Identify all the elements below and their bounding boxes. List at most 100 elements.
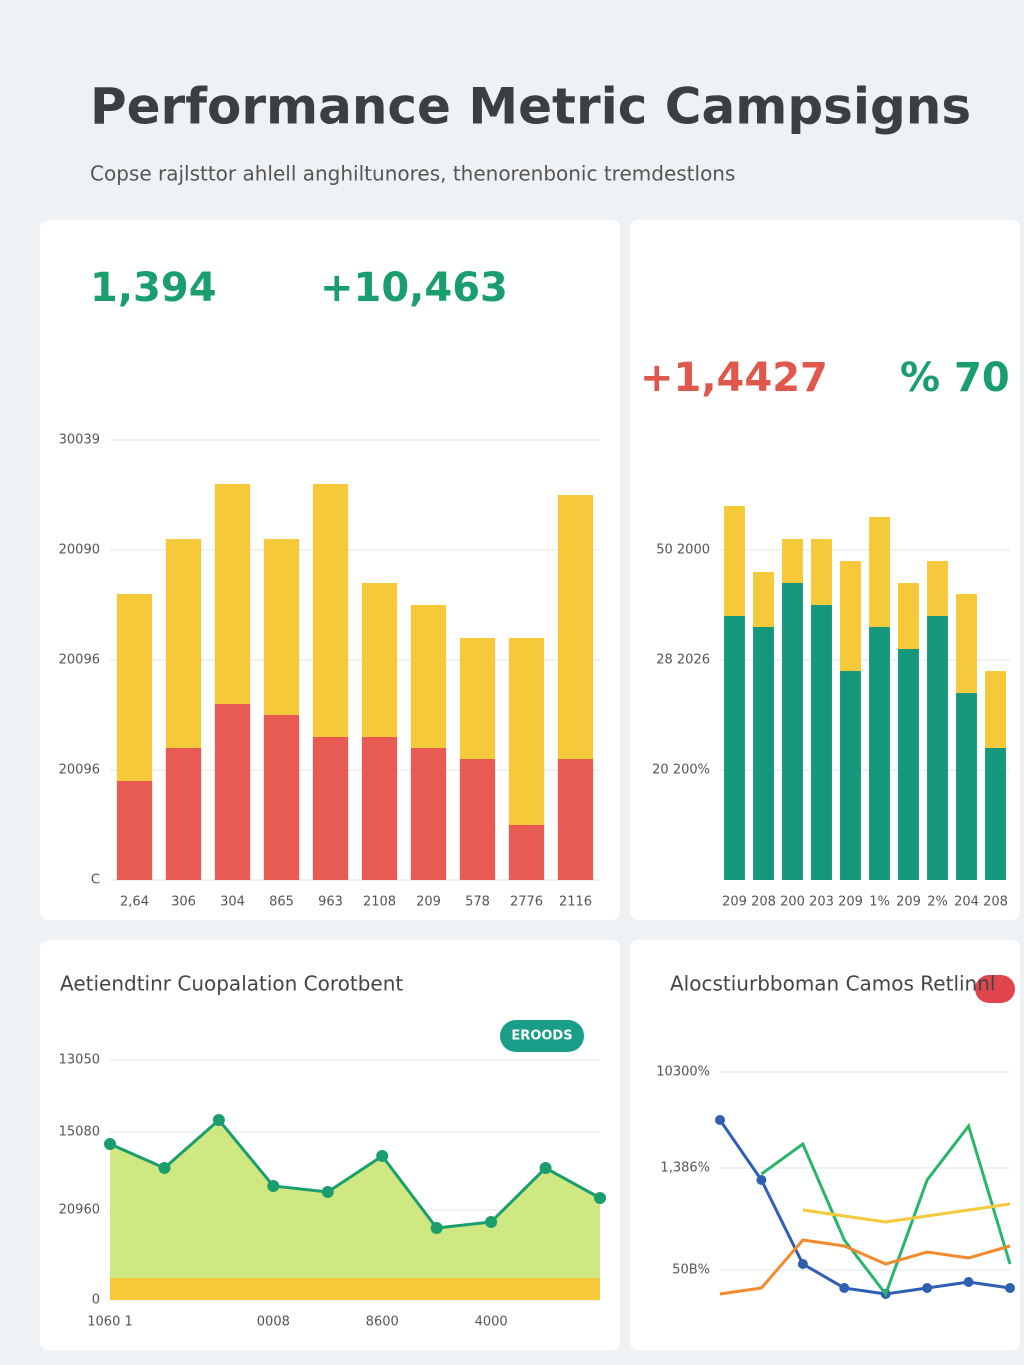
bar-segment <box>840 561 861 671</box>
y-tick-label: 20 200% <box>652 763 710 778</box>
y-tick-label: 1,386% <box>660 1161 710 1176</box>
point <box>321 1186 334 1198</box>
kpi-value: 1,394 <box>90 265 217 311</box>
y-tick-label: 20096 <box>59 653 100 668</box>
bar-segment <box>263 715 300 880</box>
x-tick-label: 2,64 <box>120 895 149 910</box>
page-title: Performance Metric Campsigns <box>90 78 971 136</box>
bar-segment <box>724 506 745 616</box>
y-tick-label: 20090 <box>59 543 100 558</box>
chart-title: Alocstiurbboman Camos Retlinnl <box>670 972 995 996</box>
x-tick-label: 865 <box>269 895 294 910</box>
y-tick-label: 50 2000 <box>656 543 710 558</box>
x-tick-label: 209 <box>838 895 863 910</box>
page-subtitle: Copse rajlsttor ahlell anghiltunores, th… <box>90 162 735 186</box>
kpi-value: % 70 <box>900 355 1010 401</box>
x-tick-label: 208 <box>983 895 1008 910</box>
x-tick-label: 2776 <box>510 895 543 910</box>
point <box>376 1150 389 1162</box>
point <box>430 1222 443 1234</box>
bar-segment <box>898 649 919 880</box>
point <box>963 1277 974 1287</box>
point <box>922 1283 933 1293</box>
line <box>718 1119 1011 1296</box>
x-tick-label: 1% <box>869 895 890 910</box>
bar-segment <box>956 594 977 693</box>
area-band <box>110 1278 600 1300</box>
y-tick-label: 13050 <box>59 1053 100 1068</box>
panel <box>630 940 1020 1350</box>
bar-segment <box>753 572 774 627</box>
y-tick-label: 10300% <box>656 1065 710 1080</box>
x-tick-label: 209 <box>896 895 921 910</box>
bar-segment <box>927 616 948 880</box>
x-tick-label: 2108 <box>363 895 396 910</box>
bar-segment <box>811 605 832 880</box>
kpi-value: +1,4427 <box>640 355 828 401</box>
bar-segment <box>410 748 447 880</box>
x-tick-label: 2116 <box>559 895 592 910</box>
y-tick-label: 20096 <box>59 763 100 778</box>
bar-segment <box>116 781 153 880</box>
x-tick-label: 209 <box>416 895 441 910</box>
y-tick-label: C <box>91 873 100 888</box>
point <box>104 1138 116 1150</box>
x-tick-label: 304 <box>220 895 245 910</box>
y-tick-label: 28 2026 <box>656 653 710 668</box>
x-tick-label: 8600 <box>366 1315 399 1330</box>
line <box>719 1238 1011 1296</box>
point <box>839 1283 850 1293</box>
bar-segment <box>214 484 251 704</box>
bar-segment <box>410 605 447 748</box>
bar-segment <box>508 825 545 880</box>
x-tick-label: 208 <box>751 895 776 910</box>
x-tick-label: 1060 1 <box>87 1315 133 1330</box>
badge <box>500 1020 584 1052</box>
point <box>756 1175 767 1185</box>
bar-segment <box>782 583 803 880</box>
bar-segment <box>508 638 545 825</box>
bar-segment <box>557 759 594 880</box>
x-tick-label: 4000 <box>475 1315 508 1330</box>
y-tick-label: 50B% <box>672 1263 710 1278</box>
bar-segment <box>459 759 496 880</box>
bar-segment <box>214 704 251 880</box>
point <box>485 1216 498 1228</box>
bar-segment <box>361 583 398 737</box>
bar-segment <box>361 737 398 880</box>
bar-segment <box>840 671 861 880</box>
y-tick-label: 30039 <box>59 433 100 448</box>
bar-segment <box>753 627 774 880</box>
chart-title: Aetiendtinr Cuopalation Corotbent <box>60 972 403 996</box>
point <box>158 1162 171 1174</box>
point <box>1005 1283 1015 1293</box>
point <box>539 1162 552 1174</box>
x-tick-label: 2% <box>927 895 948 910</box>
x-tick-label: 204 <box>954 895 979 910</box>
point <box>715 1115 725 1125</box>
y-tick-label: 20960 <box>59 1203 100 1218</box>
bar-segment <box>312 737 349 880</box>
badge-label: EROODS <box>511 1029 572 1044</box>
point <box>212 1114 225 1126</box>
bar-segment <box>985 748 1006 880</box>
bar-segment <box>898 583 919 649</box>
bar-segment <box>724 616 745 880</box>
bar-segment <box>927 561 948 616</box>
bar-segment <box>165 539 202 748</box>
bar-segment <box>165 748 202 880</box>
x-tick-label: 306 <box>171 895 196 910</box>
badge <box>975 975 1015 1003</box>
x-tick-label: 0008 <box>257 1315 290 1330</box>
x-tick-label: 209 <box>722 895 747 910</box>
bar-segment <box>869 517 890 627</box>
point <box>594 1192 606 1204</box>
y-tick-label: 0 <box>92 1293 100 1308</box>
bar-segment <box>956 693 977 880</box>
area <box>110 1120 600 1300</box>
bar-segment <box>869 627 890 880</box>
bar-segment <box>116 594 153 781</box>
line <box>109 1117 601 1230</box>
